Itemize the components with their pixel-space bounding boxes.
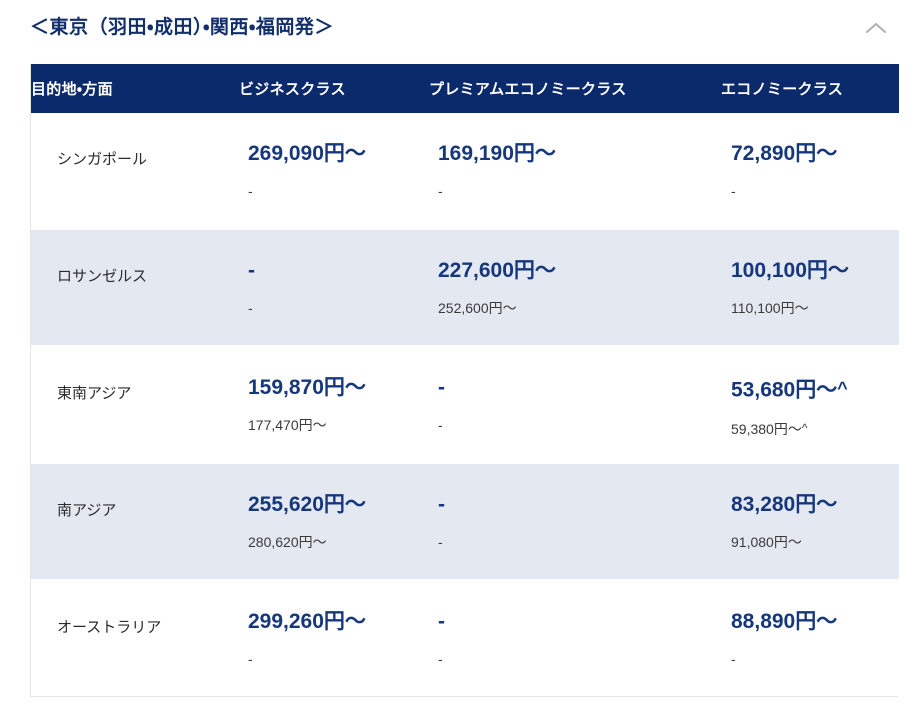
table-row: シンガポール 269,090円〜 - 169,190円〜 - 72,890円〜 - <box>31 113 899 229</box>
fare-primary-economy: 100,100円〜 <box>731 259 849 282</box>
fare-primary-business: 159,870円〜 <box>248 376 366 399</box>
cell-destination: 南アジア <box>31 462 239 580</box>
fare-secondary-economy: - <box>731 183 736 199</box>
cell-economy: 83,280円〜 91,080円〜 <box>721 462 899 580</box>
fare-secondary-economy: 91,080円〜 <box>731 534 802 550</box>
column-header-premium-economy: プレミアムエコノミークラス <box>429 64 721 113</box>
fare-primary-economy: 72,890円〜 <box>731 142 838 165</box>
fare-secondary-business: - <box>248 651 253 667</box>
destination-label: オーストラリア <box>57 619 162 636</box>
fare-table: 目的地・方面 ビジネスクラス プレミアムエコノミークラス エコノミークラス シン… <box>31 64 899 696</box>
cell-premium-economy: -- <box>429 462 721 580</box>
table-header: 目的地・方面 ビジネスクラス プレミアムエコノミークラス エコノミークラス <box>31 64 899 113</box>
fare-primary-business: 299,260円〜 <box>248 610 366 633</box>
fare-primary-economy: 53,680円〜^ <box>731 378 848 402</box>
fare-secondary-business: - <box>248 300 253 316</box>
section-header: ＜東京（羽田・成田）・関西・福岡発＞ <box>0 0 915 56</box>
fare-primary-business: 269,090円〜 <box>248 142 366 165</box>
fare-group-premium-economy: -- <box>429 347 721 435</box>
fare-primary-business: - <box>248 259 255 282</box>
table-row: オーストラリア 299,260円〜 - - -88,890円〜 - <box>31 579 899 696</box>
footnote-marker: ^ <box>801 420 808 435</box>
fare-primary-premium-economy: - <box>438 376 445 399</box>
fare-secondary-premium-economy: 252,600円〜 <box>438 300 517 316</box>
cell-economy: 88,890円〜 - <box>721 579 899 696</box>
fare-secondary-business: 280,620円〜 <box>248 534 327 550</box>
cell-premium-economy: -- <box>429 345 721 463</box>
fare-group-economy: 72,890円〜 - <box>721 113 899 201</box>
fare-group-premium-economy: 227,600円〜 252,600円〜 <box>429 230 721 318</box>
cell-business: 299,260円〜 - <box>239 579 429 696</box>
cell-business: 159,870円〜 177,470円〜 <box>239 345 429 463</box>
cell-destination: シンガポール <box>31 113 239 229</box>
fare-group-business: 269,090円〜 - <box>239 113 429 201</box>
fare-secondary-business: - <box>248 183 253 199</box>
fare-group-economy: 83,280円〜 91,080円〜 <box>721 464 899 552</box>
fare-group-business: 255,620円〜 280,620円〜 <box>239 464 429 552</box>
fare-primary-premium-economy: 227,600円〜 <box>438 259 556 282</box>
cell-destination: ロサンゼルス <box>31 228 239 346</box>
cell-economy: 72,890円〜 - <box>721 113 899 229</box>
cell-business: 255,620円〜 280,620円〜 <box>239 462 429 580</box>
fare-secondary-economy: - <box>731 651 736 667</box>
cell-premium-economy: -- <box>429 579 721 696</box>
fare-group-economy: 100,100円〜 110,100円〜 <box>721 230 899 318</box>
cell-premium-economy: 169,190円〜 - <box>429 113 721 229</box>
fare-primary-economy: 83,280円〜 <box>731 493 838 516</box>
fare-group-premium-economy: -- <box>429 581 721 669</box>
cell-destination: 東南アジア <box>31 345 239 463</box>
fare-secondary-economy: 59,380円〜^ <box>731 420 808 437</box>
page-title: ＜東京（羽田・成田）・関西・福岡発＞ <box>30 16 334 38</box>
chevron-up-icon[interactable] <box>859 11 893 45</box>
cell-premium-economy: 227,600円〜 252,600円〜 <box>429 228 721 346</box>
fare-group-business: 299,260円〜 - <box>239 581 429 669</box>
fare-table-container: 目的地・方面 ビジネスクラス プレミアムエコノミークラス エコノミークラス シン… <box>30 64 899 697</box>
fare-primary-premium-economy: - <box>438 493 445 516</box>
table-header-row: 目的地・方面 ビジネスクラス プレミアムエコノミークラス エコノミークラス <box>31 64 899 113</box>
table-body: シンガポール 269,090円〜 - 169,190円〜 - 72,890円〜 - ロサンゼル… <box>31 113 899 696</box>
fare-group-economy: 88,890円〜 - <box>721 581 899 669</box>
cell-economy: 53,680円〜^ 59,380円〜^ <box>721 345 899 463</box>
fare-secondary-premium-economy: - <box>438 417 443 433</box>
column-header-business: ビジネスクラス <box>239 64 429 113</box>
footnote-marker: ^ <box>837 378 848 398</box>
fare-group-business: 159,870円〜 177,470円〜 <box>239 347 429 435</box>
fare-secondary-economy: 110,100円〜 <box>731 300 809 316</box>
fare-secondary-premium-economy: - <box>438 651 443 667</box>
fare-group-premium-economy: 169,190円〜 - <box>429 113 721 201</box>
fare-secondary-premium-economy: - <box>438 183 443 199</box>
cell-business: 269,090円〜 - <box>239 113 429 229</box>
cell-business: -- <box>239 228 429 346</box>
table-row: ロサンゼルス - -227,600円〜 252,600円〜 100,100円〜 110,1… <box>31 228 899 346</box>
fare-secondary-premium-economy: - <box>438 534 443 550</box>
fare-primary-economy: 88,890円〜 <box>731 610 838 633</box>
fare-group-economy: 53,680円〜^ 59,380円〜^ <box>721 347 899 438</box>
cell-economy: 100,100円〜 110,100円〜 <box>721 228 899 346</box>
destination-label: ロサンゼルス <box>57 268 148 285</box>
table-row: 東南アジア 159,870円〜 177,470円〜 - -53,680円〜^ 59,380… <box>31 345 899 463</box>
fare-secondary-business: 177,470円〜 <box>248 417 327 433</box>
column-header-economy: エコノミークラス <box>721 64 899 113</box>
column-header-destination: 目的地・方面 <box>31 64 239 113</box>
fare-primary-business: 255,620円〜 <box>248 493 366 516</box>
fare-primary-premium-economy: 169,190円〜 <box>438 142 556 165</box>
destination-label: 南アジア <box>57 502 117 519</box>
destination-label: シンガポール <box>57 151 148 168</box>
table-row: 南アジア 255,620円〜 280,620円〜 - -83,280円〜 91,080円〜 <box>31 462 899 580</box>
destination-label: 東南アジア <box>57 385 132 402</box>
fare-group-business: -- <box>239 230 429 318</box>
fare-primary-premium-economy: - <box>438 610 445 633</box>
cell-destination: オーストラリア <box>31 579 239 696</box>
fare-group-premium-economy: -- <box>429 464 721 552</box>
